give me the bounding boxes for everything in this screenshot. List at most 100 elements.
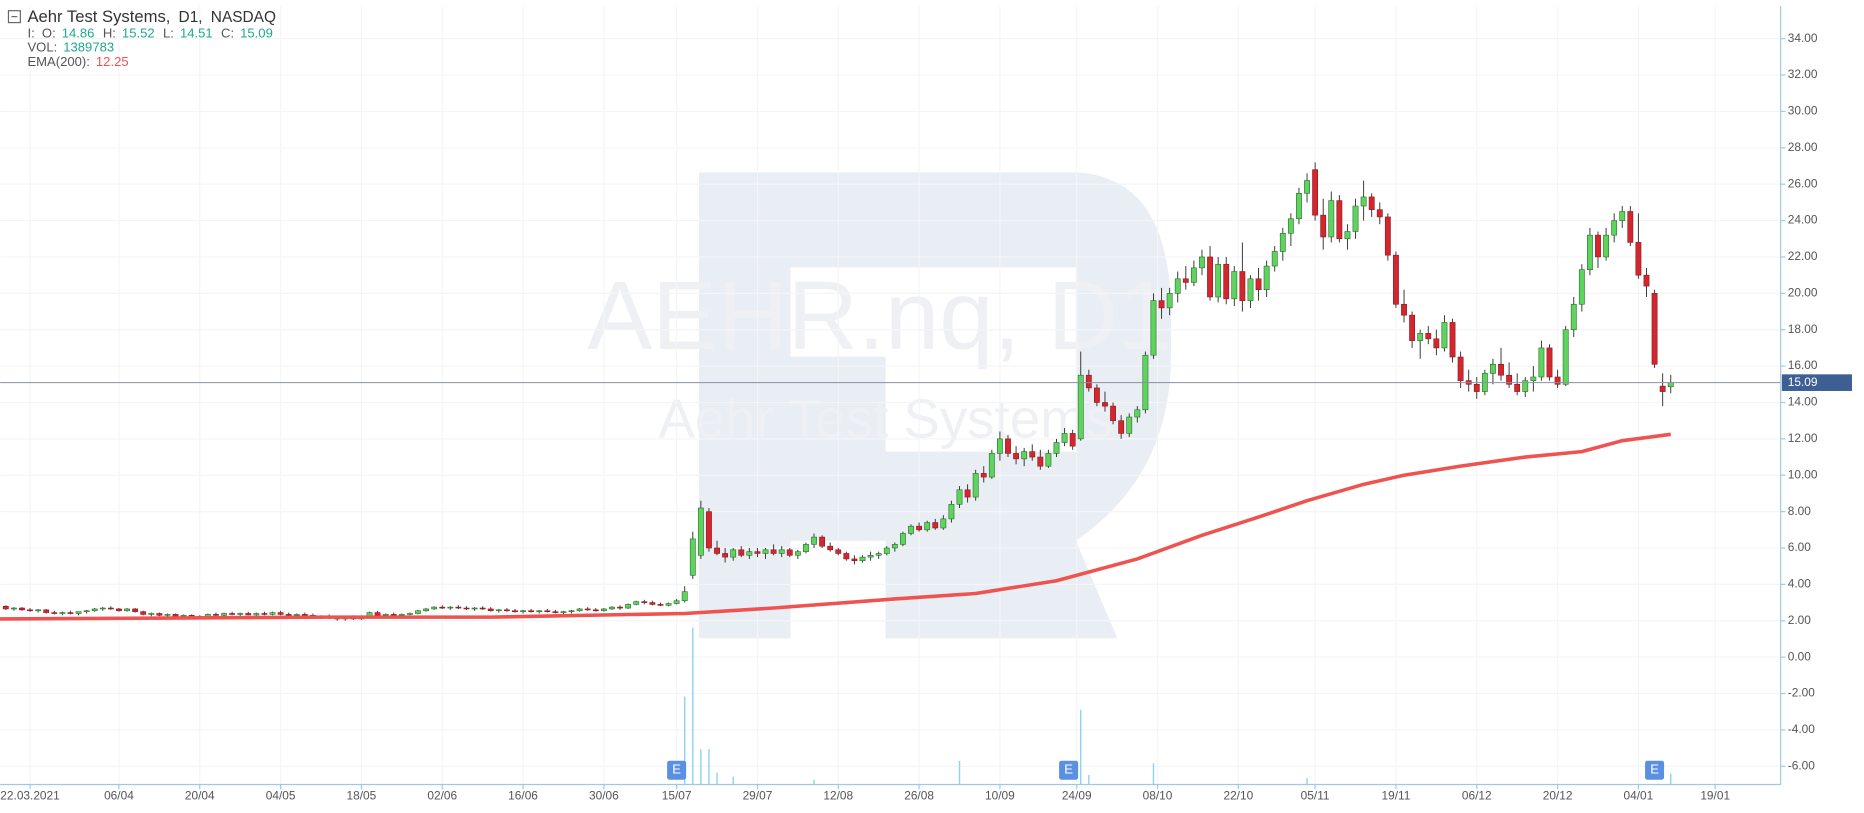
candle-body [1223,263,1230,300]
candle-body [940,518,947,529]
ema-line [0,432,1671,621]
x-tick-label: 05/11 [1301,789,1330,803]
candle-body [229,613,236,615]
candle-body [1393,254,1399,305]
candle-body [148,613,155,615]
candle-body [673,600,680,604]
candle-body [754,551,761,554]
candle-body [552,611,559,613]
candle-body [1296,193,1302,220]
x-tick-label: 02/06 [427,789,457,803]
candle-body [1069,433,1076,447]
candle-body [811,536,817,545]
x-tick-label: 06/04 [104,789,134,803]
candle-body [1182,278,1189,283]
candle-body [1271,251,1278,267]
candle-body [1441,322,1448,349]
candle-body [1522,380,1529,392]
y-tick-label: 8.00 [1788,504,1812,518]
candle-body [746,551,753,556]
candle-body [1611,220,1618,236]
y-tick-label: 30.00 [1788,104,1818,118]
y-tick-label: 16.00 [1788,358,1818,372]
candle-body [1417,333,1424,341]
candle-body [1336,200,1343,240]
candle-body [124,608,130,612]
candle-body [560,611,567,613]
candle-body [1514,383,1521,392]
candle-body [1360,196,1367,207]
candle-body [657,604,664,606]
candle-body [398,614,405,616]
legend-label: VOL: [27,40,57,55]
candle-body [406,613,413,615]
event-marker [1059,760,1079,780]
candle-body [164,614,171,616]
candle-body [245,613,252,616]
candle-body [1546,347,1553,378]
candle-body [851,558,858,562]
candle-body [277,612,284,615]
candle-body [1053,442,1060,454]
candle-body [1667,382,1674,388]
candle-body [1320,214,1327,238]
volume-bar [708,749,710,785]
y-tick-label: -2.00 [1788,686,1815,700]
legend-value: 15.52 [122,26,155,41]
candle-body [1013,453,1019,460]
candle-body [1110,405,1116,421]
candle-body [883,547,890,554]
y-tick-label: 12.00 [1788,431,1818,445]
volume-bar [683,696,686,785]
x-tick-label: 26/08 [904,789,934,803]
y-tick-label: 32.00 [1788,67,1818,81]
y-tick-label: 0.00 [1788,649,1812,663]
volume-bar [813,779,815,785]
candle-body [794,551,801,556]
candle-body [1158,300,1165,309]
candle-body [964,489,971,498]
candle-body [471,607,478,610]
candle-body [27,609,33,612]
candle-body [1473,383,1480,392]
candle-body [722,553,729,558]
candle-body [1595,234,1601,258]
candle-body [633,601,640,605]
candle-body [1368,196,1375,210]
candle-body [132,608,139,612]
legend-value: 14.51 [180,26,213,41]
candle-body [544,610,551,613]
candle-body [875,553,882,556]
legend-label: C: [221,26,234,41]
candle-body [1530,376,1537,381]
candle-body [423,608,429,612]
candle-body [867,554,874,558]
volume-bar [700,749,702,785]
candle-body [778,549,785,554]
candle-body [641,601,648,603]
legend-value: 15.09 [240,26,273,41]
x-tick-label: 10/09 [985,789,1015,803]
x-tick-label: 08/10 [1143,789,1173,803]
x-tick-label: 22.03.2021 [0,789,60,803]
candle-body [415,610,421,614]
candle-body [738,549,745,556]
candle-body [172,614,179,617]
event-label: E [1650,762,1659,777]
y-tick-label: 4.00 [1788,577,1812,591]
candle-body [714,547,720,554]
candle-body [948,504,955,520]
x-tick-label: 19/11 [1382,789,1411,803]
y-tick-label: 24.00 [1788,213,1818,227]
candle-body [431,606,438,610]
candle-body [706,511,712,549]
candle-body [1328,200,1335,238]
y-tick-label: 26.00 [1788,176,1818,190]
x-tick-label: 20/04 [185,789,215,803]
candle-body [1190,267,1197,283]
candle-body [1279,233,1286,252]
candle-body [75,611,82,614]
candle-body [107,607,114,610]
